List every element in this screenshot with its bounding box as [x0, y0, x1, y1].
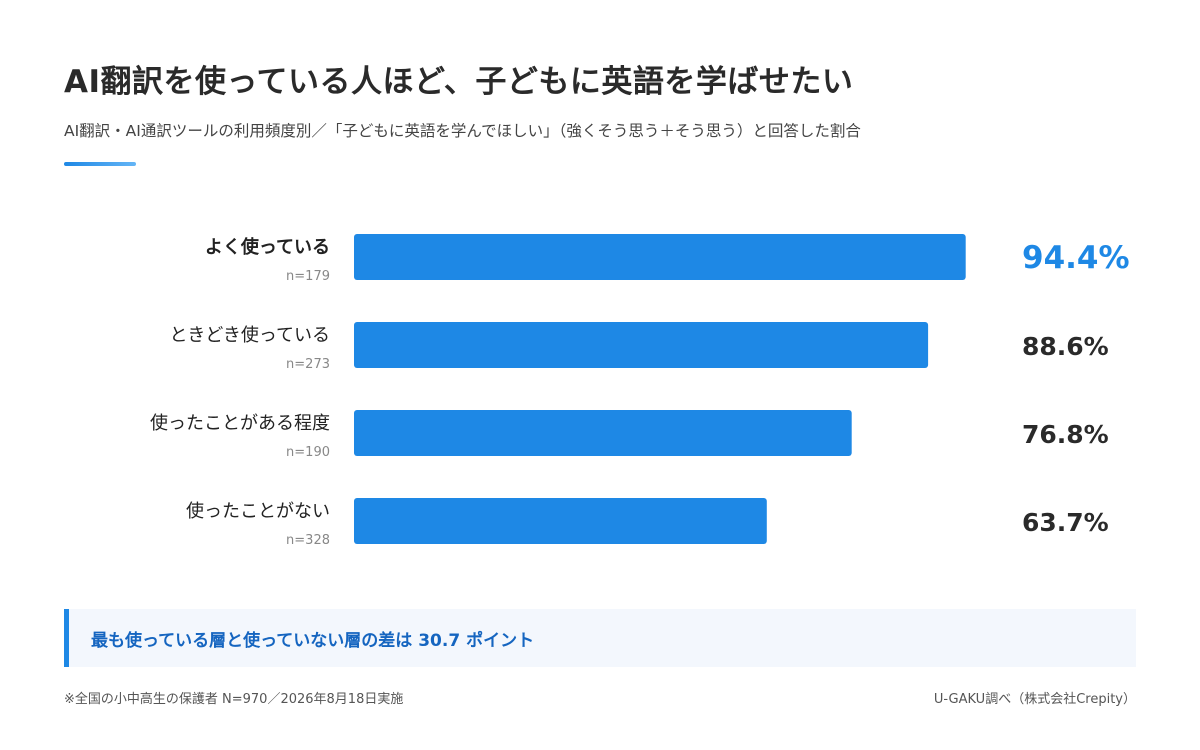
- value-label-1: 94.4%: [1022, 240, 1130, 276]
- callout-text: 最も使っている層と使っていない層の差は 30.7 ポイント: [91, 630, 535, 651]
- bar-3: [354, 410, 852, 456]
- source-credit: U-GAKU調べ（株式会社Crepity）: [933, 692, 1136, 707]
- category-label-3: 使ったことがある程度: [150, 413, 330, 434]
- bar-4: [354, 498, 767, 544]
- sample-size-label-2: n=273: [286, 357, 330, 372]
- sample-size-label-4: n=328: [286, 533, 330, 548]
- sample-size-label-3: n=190: [286, 445, 330, 460]
- bar-chart: よく使っている n=179 94.4% ときどき使っている n=273 88.6% 使ったこ…: [150, 234, 1130, 548]
- difference-callout: 最も使っている層と使っていない層の差は 30.7 ポイント: [64, 609, 1136, 667]
- title-accent-line: [64, 162, 136, 166]
- value-label-3: 76.8%: [1022, 420, 1109, 449]
- sample-size-label-1: n=179: [286, 269, 330, 284]
- bar-2: [354, 322, 929, 368]
- category-label-2: ときどき使っている: [169, 325, 330, 346]
- survey-footnote: ※全国の小中高生の保護者 N=970／2026年8月18日実施: [64, 692, 404, 707]
- bar-1: [354, 234, 966, 280]
- category-label-4: 使ったことがない: [186, 501, 330, 522]
- value-label-2: 88.6%: [1022, 332, 1109, 361]
- chart-title: AI翻訳を使っている人ほど、子どもに英語を学ばせたい: [64, 64, 854, 100]
- chart-subtitle: AI翻訳・AI通訳ツールの利用頻度別／「子どもに英語を学んでほしい」（強くそう思…: [64, 122, 861, 140]
- value-label-4: 63.7%: [1022, 508, 1109, 537]
- category-label-1: よく使っている: [205, 237, 330, 258]
